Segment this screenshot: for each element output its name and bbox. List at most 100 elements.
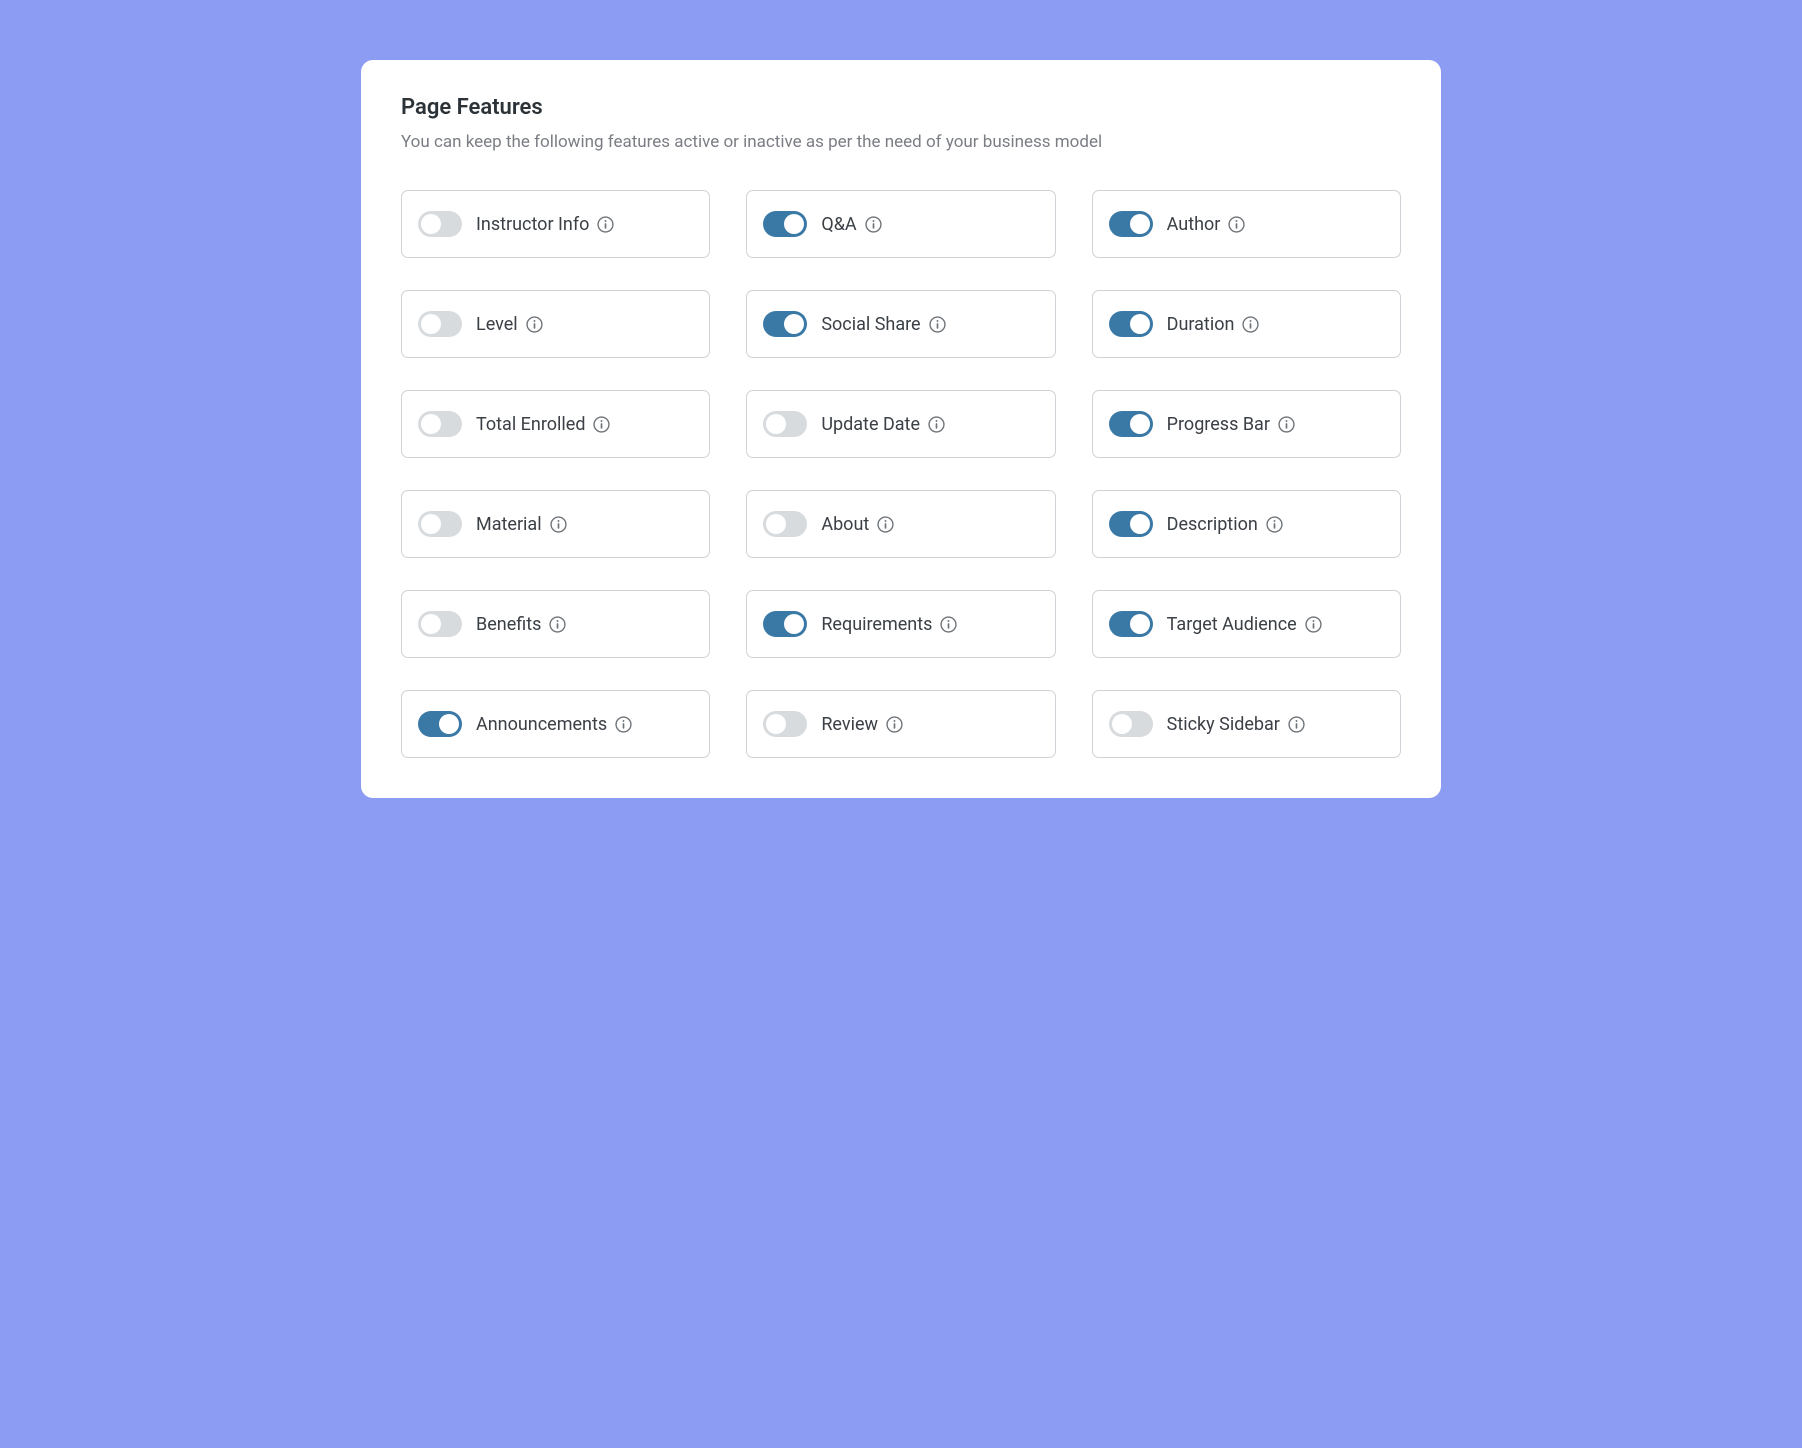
toggle-knob [784,614,804,634]
feature-label: Social Share [821,314,920,335]
toggle-qa[interactable] [763,211,807,237]
info-icon[interactable] [1266,516,1283,533]
feature-label-wrap: Review [821,714,903,735]
toggle-knob [784,314,804,334]
feature-label: Requirements [821,614,932,635]
info-icon[interactable] [865,216,882,233]
feature-label-wrap: Description [1167,514,1283,535]
toggle-about[interactable] [763,511,807,537]
info-icon[interactable] [1228,216,1245,233]
toggle-social-share[interactable] [763,311,807,337]
toggle-author[interactable] [1109,211,1153,237]
feature-label-wrap: Announcements [476,714,632,735]
info-icon[interactable] [886,716,903,733]
feature-label: About [821,514,869,535]
feature-item-instructor-info: Instructor Info [401,190,710,258]
toggle-description[interactable] [1109,511,1153,537]
info-icon[interactable] [1242,316,1259,333]
toggle-knob [1130,314,1150,334]
toggle-update-date[interactable] [763,411,807,437]
toggle-knob [766,714,786,734]
info-icon[interactable] [1278,416,1295,433]
feature-label-wrap: Author [1167,214,1246,235]
toggle-knob [421,514,441,534]
toggle-benefits[interactable] [418,611,462,637]
page-features-card: Page Features You can keep the following… [361,60,1441,798]
feature-label-wrap: About [821,514,894,535]
info-icon[interactable] [593,416,610,433]
feature-label: Description [1167,514,1258,535]
toggle-announcements[interactable] [418,711,462,737]
toggle-total-enrolled[interactable] [418,411,462,437]
feature-item-material: Material [401,490,710,558]
toggle-knob [1130,214,1150,234]
toggle-knob [421,414,441,434]
feature-item-target-audience: Target Audience [1092,590,1401,658]
info-icon[interactable] [929,316,946,333]
toggle-material[interactable] [418,511,462,537]
feature-item-requirements: Requirements [746,590,1055,658]
info-icon[interactable] [615,716,632,733]
feature-item-about: About [746,490,1055,558]
feature-item-total-enrolled: Total Enrolled [401,390,710,458]
toggle-knob [421,314,441,334]
feature-item-review: Review [746,690,1055,758]
feature-label: Benefits [476,614,541,635]
info-icon[interactable] [549,616,566,633]
feature-label: Review [821,714,878,735]
card-description: You can keep the following features acti… [401,132,1401,152]
feature-label: Duration [1167,314,1235,335]
feature-label: Material [476,514,542,535]
feature-label: Level [476,314,518,335]
feature-label: Progress Bar [1167,414,1270,435]
feature-label: Announcements [476,714,607,735]
toggle-knob [766,414,786,434]
toggle-level[interactable] [418,311,462,337]
feature-item-description: Description [1092,490,1401,558]
feature-label-wrap: Total Enrolled [476,414,610,435]
info-icon[interactable] [940,616,957,633]
info-icon[interactable] [1288,716,1305,733]
feature-label-wrap: Requirements [821,614,957,635]
info-icon[interactable] [928,416,945,433]
feature-item-announcements: Announcements [401,690,710,758]
info-icon[interactable] [877,516,894,533]
feature-label-wrap: Target Audience [1167,614,1322,635]
toggle-knob [766,514,786,534]
toggle-knob [1112,714,1132,734]
toggle-review[interactable] [763,711,807,737]
toggle-knob [1130,514,1150,534]
toggle-requirements[interactable] [763,611,807,637]
feature-label: Instructor Info [476,214,589,235]
toggle-knob [439,714,459,734]
features-grid: Instructor Info Q&A Author Level Social … [401,190,1401,758]
info-icon[interactable] [550,516,567,533]
feature-label-wrap: Sticky Sidebar [1167,714,1305,735]
feature-label: Author [1167,214,1221,235]
card-title: Page Features [401,95,1401,120]
info-icon[interactable] [526,316,543,333]
feature-label: Total Enrolled [476,414,585,435]
toggle-instructor-info[interactable] [418,211,462,237]
feature-label-wrap: Level [476,314,543,335]
feature-item-sticky-sidebar: Sticky Sidebar [1092,690,1401,758]
feature-label-wrap: Benefits [476,614,566,635]
feature-label-wrap: Social Share [821,314,945,335]
feature-label-wrap: Q&A [821,214,881,235]
toggle-knob [1130,414,1150,434]
feature-label-wrap: Update Date [821,414,945,435]
feature-item-update-date: Update Date [746,390,1055,458]
toggle-progress-bar[interactable] [1109,411,1153,437]
info-icon[interactable] [597,216,614,233]
toggle-target-audience[interactable] [1109,611,1153,637]
toggle-sticky-sidebar[interactable] [1109,711,1153,737]
feature-label: Target Audience [1167,614,1297,635]
feature-label: Sticky Sidebar [1167,714,1280,735]
feature-label-wrap: Instructor Info [476,214,614,235]
feature-label: Update Date [821,414,920,435]
toggle-knob [421,214,441,234]
toggle-duration[interactable] [1109,311,1153,337]
info-icon[interactable] [1305,616,1322,633]
feature-item-qa: Q&A [746,190,1055,258]
toggle-knob [784,214,804,234]
